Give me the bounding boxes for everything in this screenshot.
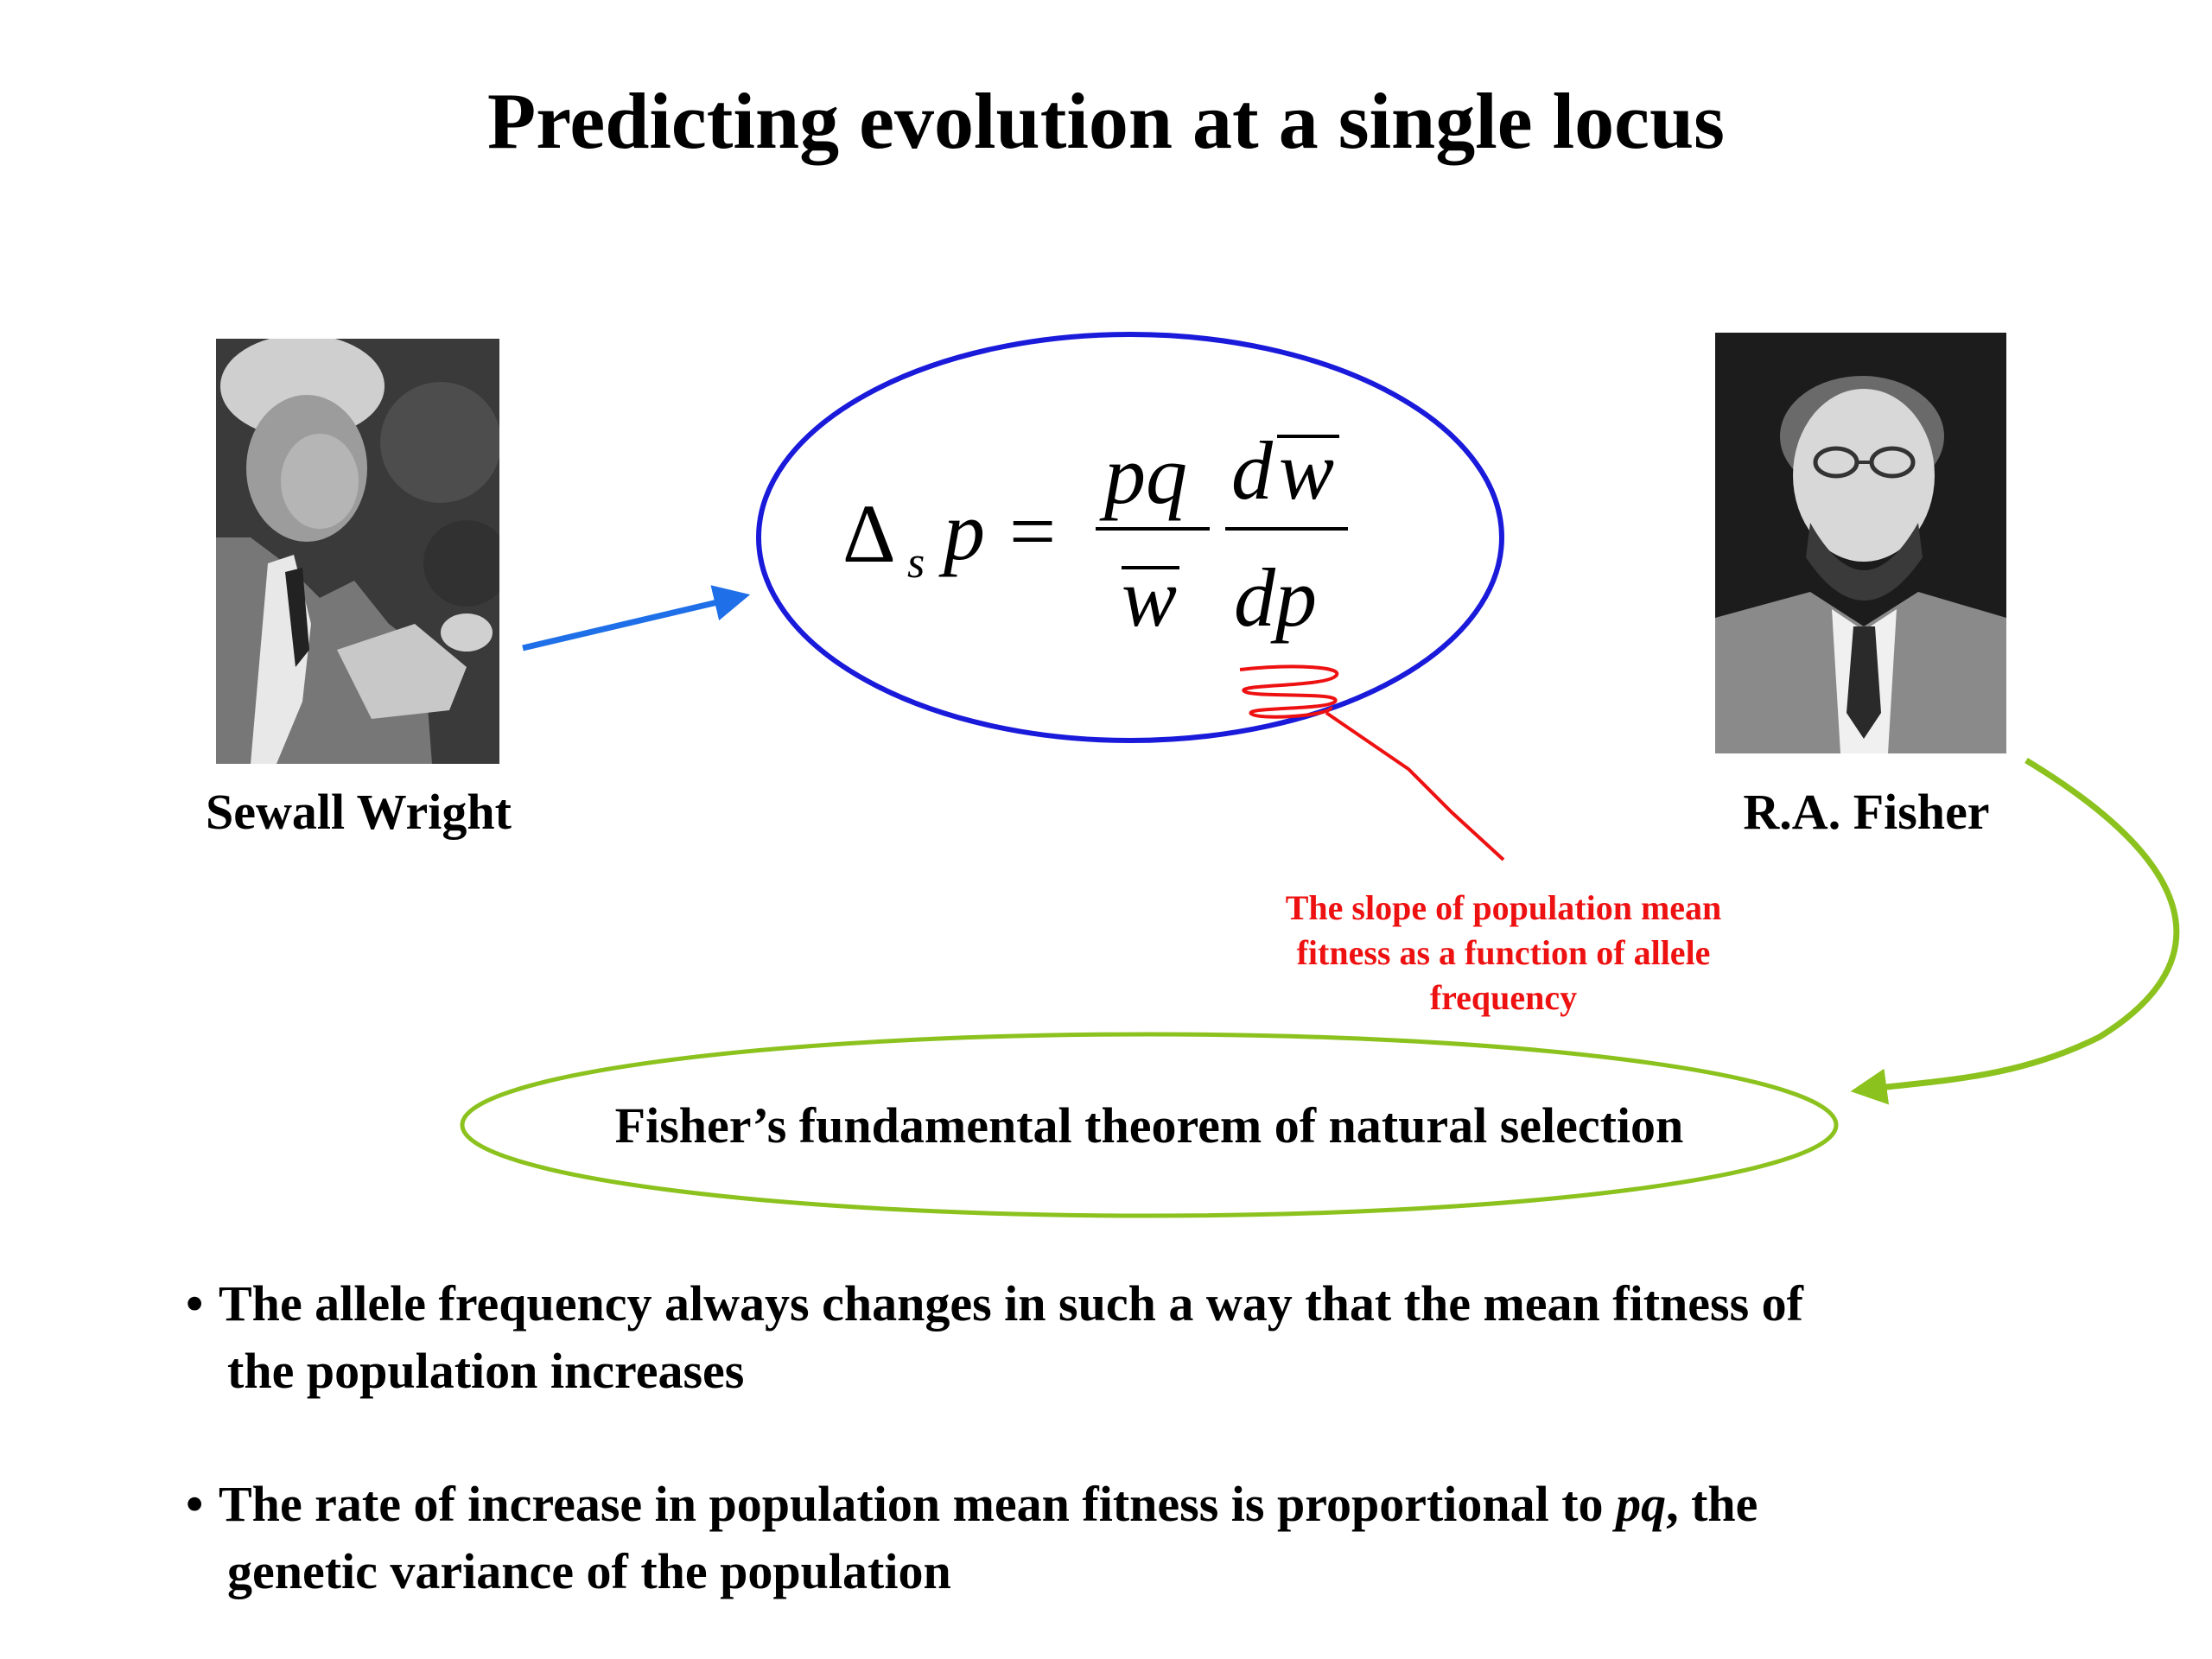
slide-title: Predicting evolution at a single locus	[487, 77, 1725, 165]
wright-name-label: Sewall Wright	[206, 784, 512, 840]
annotation-squiggle-icon	[1239, 664, 1505, 861]
bullet-line-1b: , the	[1666, 1476, 1758, 1532]
bullet-line-1: The allele frequency always changes in s…	[219, 1275, 1803, 1332]
theorem-label: Fisher’s fundamental theorem of natural …	[614, 1097, 1684, 1154]
equation-subscript: s	[907, 538, 925, 588]
equation-lhs-p: p	[944, 485, 985, 577]
bullet-marker: •	[186, 1275, 204, 1332]
annotation-line-2: fitness as a function of allele	[1296, 933, 1711, 972]
bullet-marker: •	[186, 1476, 204, 1532]
equation-delta: Δ	[842, 487, 896, 580]
equation-equals: =	[1009, 485, 1057, 577]
wright-arrow-icon	[522, 585, 751, 652]
equation-frac2-numerator-w: w	[1279, 424, 1335, 517]
equation-frac1-denominator: w	[1122, 551, 1178, 644]
fisher-arrow-icon	[1850, 758, 2180, 1105]
annotation-line-3: frequency	[1429, 978, 1578, 1017]
fisher-name-label: R.A. Fisher	[1743, 784, 1990, 840]
annotation-text: The slope of population mean fitness as …	[1218, 886, 1789, 1020]
bullet-line-2: the population increases	[227, 1343, 745, 1399]
wright-photo	[216, 339, 499, 764]
equation-frac2-numerator-d: d	[1231, 424, 1273, 517]
bullet-item: • The allele frequency always changes in …	[186, 1270, 2087, 1405]
annotation-line-1: The slope of population mean	[1285, 888, 1722, 927]
equation-bars	[1096, 435, 1348, 569]
bullet-line-1-emphasis: pq	[1616, 1476, 1667, 1532]
bullet-line-1a: The rate of increase in population mean …	[219, 1476, 1617, 1532]
bullet-line-2: genetic variance of the population	[227, 1543, 951, 1599]
equation-ellipse	[756, 332, 1504, 743]
fisher-photo	[1715, 333, 2006, 753]
equation-frac1-numerator: pq	[1104, 429, 1187, 521]
equation-frac2-denominator: dp	[1234, 551, 1317, 644]
theorem-ellipse	[460, 1032, 1839, 1218]
bullet-item: • The rate of increase in population mean…	[186, 1471, 2087, 1605]
